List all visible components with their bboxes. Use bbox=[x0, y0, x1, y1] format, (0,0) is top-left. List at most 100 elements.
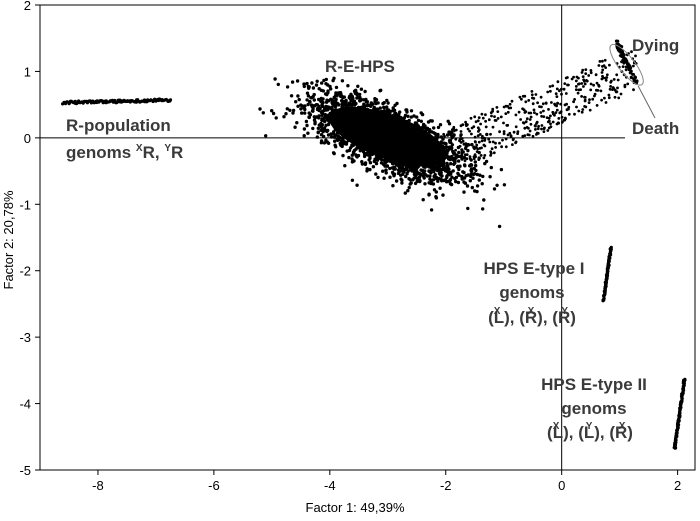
data-point bbox=[495, 106, 499, 109]
data-point bbox=[607, 93, 611, 97]
data-point bbox=[457, 154, 460, 158]
data-point bbox=[449, 162, 453, 166]
data-point bbox=[531, 96, 534, 100]
data-point bbox=[405, 172, 409, 176]
data-point bbox=[477, 178, 481, 182]
data-point bbox=[551, 84, 555, 88]
data-point bbox=[289, 94, 294, 98]
data-point bbox=[332, 104, 336, 108]
data-point bbox=[472, 157, 476, 161]
data-point bbox=[502, 105, 506, 109]
data-point bbox=[678, 410, 682, 414]
data-point bbox=[385, 108, 390, 112]
data-point bbox=[398, 169, 403, 173]
data-point bbox=[614, 39, 619, 43]
data-point bbox=[450, 175, 454, 179]
hps-type-2-superscript: X bbox=[553, 421, 560, 432]
data-point bbox=[371, 102, 375, 106]
data-point bbox=[394, 112, 398, 116]
y-axis-ticks: 2 1 0 -1 -2 -3 -4 -5 bbox=[19, 0, 40, 478]
data-point bbox=[319, 121, 323, 126]
x-tick-label: 0 bbox=[558, 478, 565, 493]
data-point bbox=[459, 141, 463, 144]
data-point bbox=[329, 97, 333, 102]
data-point bbox=[348, 146, 353, 150]
data-point bbox=[604, 66, 607, 69]
data-point bbox=[572, 75, 575, 79]
data-point bbox=[409, 115, 413, 119]
data-point bbox=[541, 102, 545, 106]
data-point bbox=[556, 80, 560, 84]
data-point bbox=[404, 174, 408, 179]
data-point bbox=[407, 177, 411, 181]
data-point bbox=[330, 108, 334, 112]
data-point bbox=[465, 157, 469, 161]
data-point bbox=[391, 109, 395, 113]
data-point bbox=[524, 110, 528, 113]
data-point bbox=[382, 105, 386, 110]
data-point bbox=[549, 89, 552, 93]
data-point bbox=[336, 135, 341, 139]
data-point bbox=[303, 107, 307, 112]
data-point bbox=[546, 129, 550, 132]
data-point bbox=[358, 95, 362, 100]
data-point bbox=[559, 102, 562, 106]
data-point bbox=[592, 83, 595, 87]
data-point bbox=[529, 122, 533, 126]
data-point bbox=[479, 122, 482, 126]
data-point bbox=[345, 149, 349, 153]
data-point bbox=[452, 125, 456, 129]
data-point bbox=[580, 71, 584, 74]
data-point bbox=[386, 101, 390, 105]
data-point bbox=[494, 146, 497, 149]
data-point bbox=[440, 151, 444, 155]
data-point bbox=[564, 92, 568, 95]
data-point bbox=[487, 118, 491, 122]
data-point bbox=[365, 169, 369, 173]
data-point bbox=[460, 137, 464, 140]
data-point bbox=[506, 133, 510, 137]
data-point bbox=[484, 119, 487, 123]
data-point bbox=[538, 105, 541, 108]
data-point bbox=[483, 144, 487, 148]
data-point bbox=[411, 178, 415, 182]
data-point bbox=[630, 50, 633, 54]
data-point bbox=[521, 121, 525, 124]
data-point bbox=[326, 141, 331, 145]
data-point bbox=[399, 173, 403, 177]
data-point bbox=[382, 176, 386, 180]
data-point bbox=[291, 108, 296, 113]
data-point bbox=[608, 63, 611, 67]
data-point bbox=[258, 107, 262, 111]
data-point bbox=[307, 111, 311, 115]
data-point bbox=[271, 111, 276, 116]
data-point bbox=[459, 124, 463, 128]
r-final: R bbox=[171, 143, 183, 162]
data-point bbox=[299, 107, 303, 111]
data-point bbox=[453, 176, 457, 181]
data-point bbox=[363, 89, 367, 94]
data-point bbox=[465, 184, 470, 188]
data-point bbox=[577, 88, 581, 92]
data-point bbox=[546, 120, 550, 124]
data-point bbox=[474, 140, 477, 144]
data-point bbox=[498, 141, 501, 145]
data-point bbox=[284, 112, 288, 116]
data-point bbox=[534, 93, 538, 96]
data-point bbox=[453, 159, 457, 163]
data-point bbox=[297, 97, 301, 102]
data-point bbox=[466, 127, 470, 131]
data-point bbox=[549, 122, 552, 126]
data-point bbox=[532, 108, 536, 112]
data-point bbox=[676, 417, 681, 422]
data-point bbox=[355, 91, 359, 95]
data-point bbox=[427, 181, 431, 185]
data-point bbox=[545, 116, 549, 119]
data-point bbox=[422, 176, 426, 180]
data-point bbox=[437, 167, 441, 172]
data-point bbox=[437, 155, 441, 159]
data-point bbox=[445, 175, 449, 180]
data-point bbox=[312, 92, 316, 97]
data-point bbox=[517, 110, 521, 114]
